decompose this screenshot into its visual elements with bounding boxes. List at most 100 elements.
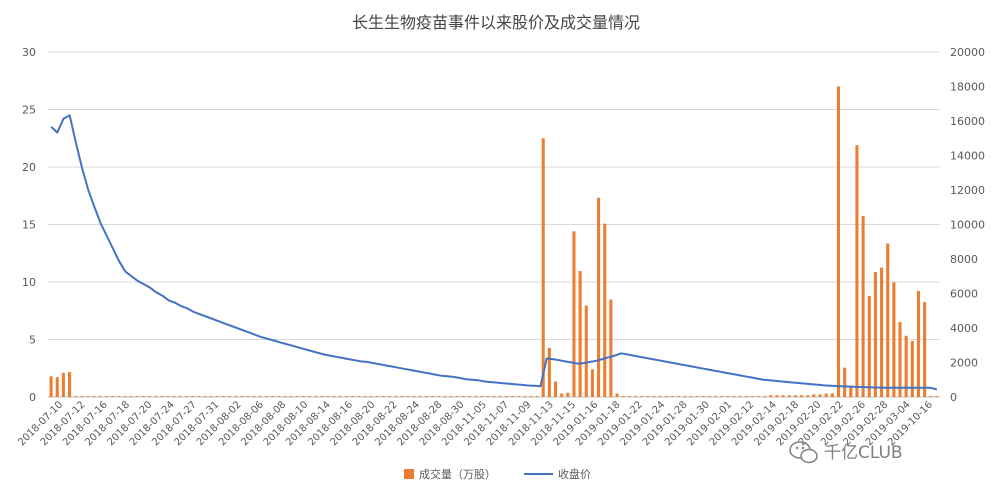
volume-bar	[467, 396, 471, 397]
volume-bar	[873, 271, 877, 397]
volume-bar	[400, 396, 404, 397]
volume-bar	[252, 396, 256, 397]
wechat-icon	[789, 441, 818, 464]
volume-bar	[843, 367, 847, 397]
volume-bar	[800, 395, 804, 397]
volume-bar	[695, 396, 699, 397]
volume-bar	[209, 396, 213, 397]
volume-bar	[793, 395, 797, 397]
volume-bar	[387, 396, 391, 397]
volume-bar	[670, 396, 674, 397]
volume-bar	[923, 302, 927, 397]
volume-bar	[412, 396, 416, 397]
volume-bar	[55, 377, 59, 397]
volume-bar	[855, 145, 859, 397]
volume-bar	[449, 396, 453, 397]
volume-bar	[836, 86, 841, 397]
volume-bar	[135, 396, 139, 397]
y-right-tick-label: 10000	[950, 219, 985, 232]
volume-bar	[437, 396, 441, 397]
volume-bar	[689, 396, 693, 397]
volume-bar	[406, 396, 410, 397]
volume-bar	[578, 271, 582, 397]
y-right-tick-label: 0	[950, 391, 957, 404]
y-right-tick-label: 14000	[950, 150, 985, 163]
price-line-path	[50, 114, 938, 391]
volume-bar	[98, 396, 102, 397]
volume-bar	[443, 396, 447, 397]
volume-bar	[553, 381, 558, 397]
volume-bar	[141, 396, 145, 397]
volume-bar	[246, 396, 250, 397]
volume-bars	[49, 86, 939, 397]
volume-bar	[227, 396, 232, 397]
volume-bar	[344, 396, 348, 397]
volume-bar	[277, 396, 281, 397]
volume-bar	[609, 299, 613, 397]
volume-bar	[824, 393, 828, 397]
volume-bar	[910, 340, 914, 397]
volume-bar	[160, 396, 164, 397]
volume-bar	[74, 396, 78, 397]
volume-bar	[289, 396, 293, 397]
volume-bar	[350, 396, 355, 397]
volume-bar	[898, 321, 902, 397]
volume-bar	[707, 396, 711, 397]
volume-bar	[271, 396, 275, 397]
volume-bar	[806, 395, 810, 397]
volume-bar	[658, 396, 662, 397]
legend-label-price: 收盘价	[558, 467, 591, 481]
volume-bar	[363, 396, 367, 397]
y-left-tick-label: 5	[29, 334, 36, 347]
watermark: 千亿CLUB	[789, 441, 903, 464]
volume-bar	[430, 396, 435, 397]
volume-bar	[566, 392, 570, 397]
volume-bar	[603, 223, 607, 397]
volume-bar	[258, 396, 262, 397]
volume-bar	[664, 396, 668, 397]
volume-bar	[86, 396, 90, 397]
volume-bar	[498, 396, 502, 397]
volume-bar	[504, 396, 508, 397]
volume-bar	[916, 290, 921, 397]
volume-bar	[166, 396, 170, 397]
y-right-tick-label: 20000	[950, 46, 985, 59]
volume-bar	[307, 396, 311, 397]
volume-bar	[234, 396, 238, 397]
volume-bar	[738, 396, 742, 397]
volume-bar	[486, 396, 490, 397]
y-left-tick-label: 25	[22, 104, 36, 117]
y-axis-right: 0 2000 4000 6000 8000 10000 12000 14000 16000 180…	[950, 46, 985, 404]
volume-bar	[830, 393, 834, 397]
volume-bar	[240, 396, 244, 397]
y-left-tick-label: 20	[22, 161, 36, 174]
volume-bar	[178, 396, 182, 397]
x-axis: 2018-07-102018-07-122018-07-162018-07-18…	[16, 399, 935, 448]
volume-bar	[615, 393, 619, 397]
volume-bar	[92, 396, 96, 397]
volume-bar	[215, 396, 219, 397]
volume-bar	[381, 396, 385, 397]
volume-bar	[535, 396, 539, 397]
volume-bar	[529, 396, 533, 397]
volume-bar	[295, 396, 299, 397]
volume-bar	[904, 335, 908, 397]
volume-bar	[769, 395, 773, 397]
volume-bar	[572, 231, 576, 397]
volume-bar	[480, 396, 484, 397]
watermark-text: 千亿CLUB	[824, 443, 903, 463]
volume-bar	[264, 396, 268, 397]
volume-bar	[123, 396, 127, 397]
volume-bar	[886, 243, 890, 397]
volume-bar	[510, 396, 514, 397]
volume-bar	[517, 396, 521, 397]
volume-bar	[80, 396, 84, 397]
price-line	[50, 114, 938, 391]
volume-bar	[197, 396, 201, 397]
chart-title: 长生生物疫苗事件以来股价及成交量情况	[352, 13, 640, 32]
y-left-tick-label: 30	[22, 46, 36, 59]
volume-bar	[221, 396, 225, 397]
y-right-tick-label: 4000	[950, 322, 978, 335]
